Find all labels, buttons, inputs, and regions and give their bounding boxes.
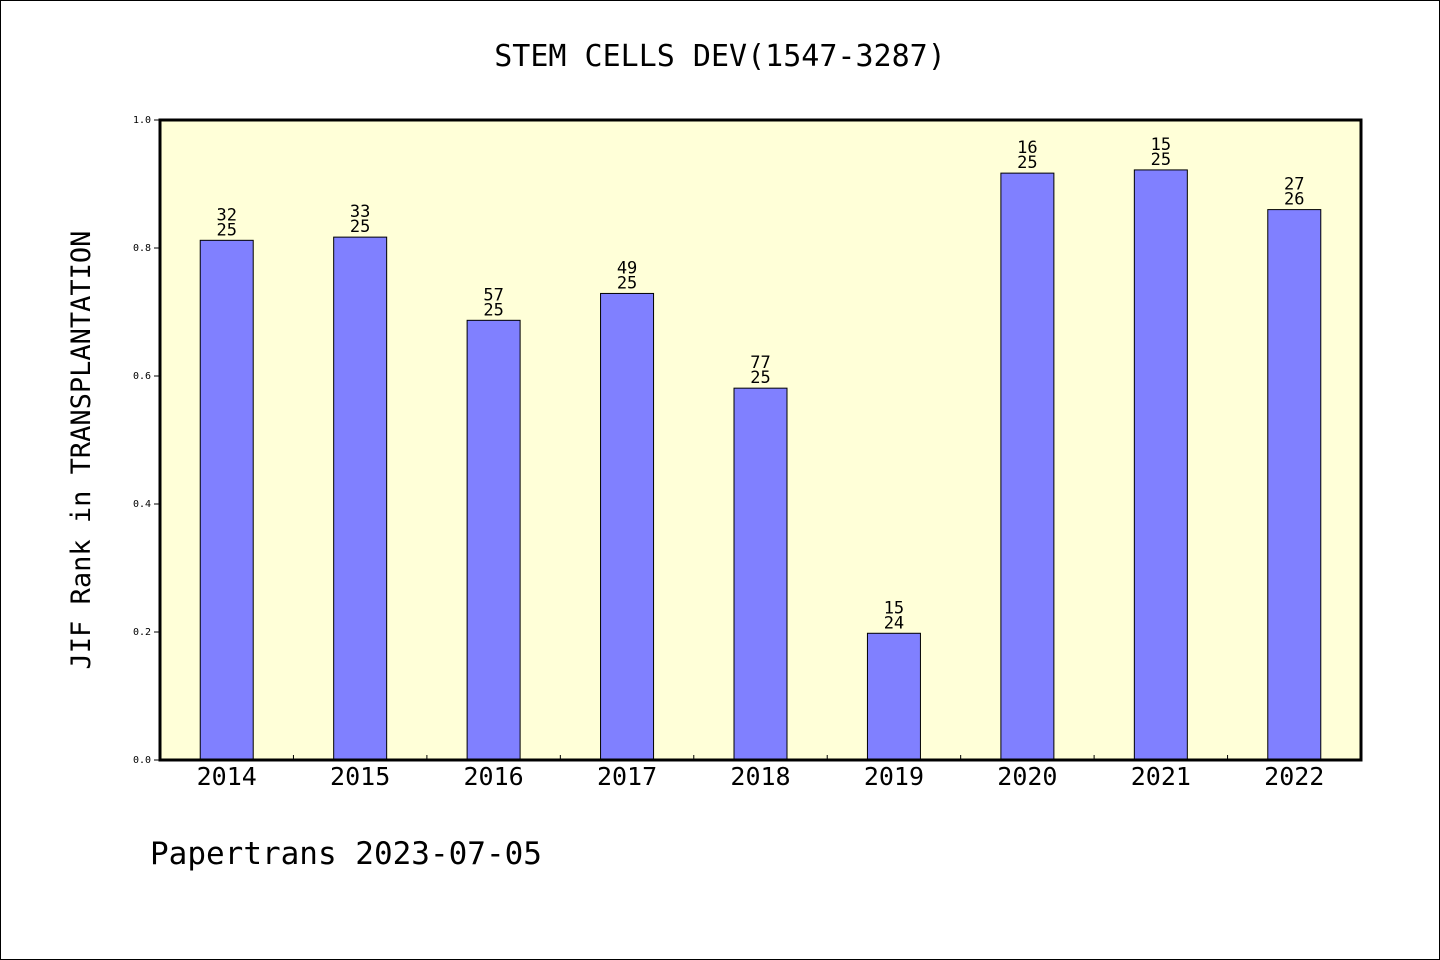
- bar-2018: [733, 387, 788, 761]
- x-tick-label: 2019: [864, 762, 924, 791]
- y-axis-label: JIF Rank in TRANSPLANTATION: [66, 231, 97, 670]
- y-axis-ticks: 0.0 0.2 0.4 0.6 0.8 1.0: [133, 115, 160, 766]
- x-tick-label: 2021: [1131, 762, 1191, 791]
- plot-border: [158, 118, 1363, 762]
- x-tick-label: 2018: [730, 762, 790, 791]
- bar-label-total: 25: [750, 368, 770, 388]
- bar-label-rank: 15: [1151, 135, 1171, 155]
- x-tick-label: 2016: [464, 762, 524, 791]
- x-tick-label: 2020: [997, 762, 1057, 791]
- bar-2016: [466, 319, 521, 761]
- bar-2019: [866, 632, 921, 761]
- y-tick-label: 0.6: [133, 371, 151, 382]
- x-tick-label: 2014: [197, 762, 257, 791]
- bar-2020: [1000, 172, 1055, 761]
- bar-label-rank: 57: [483, 285, 503, 305]
- bar-label-rank: 33: [350, 202, 370, 222]
- bar-2021: [1133, 169, 1188, 761]
- bar-label-total: 25: [617, 273, 637, 293]
- bar-2015: [333, 236, 388, 761]
- bar-label-rank: 32: [216, 205, 236, 225]
- bar-label-total: 25: [1017, 153, 1037, 173]
- x-tick-label: 2017: [597, 762, 657, 791]
- bar-label-total: 24: [884, 613, 904, 633]
- bar-2014: [199, 239, 254, 761]
- bar-2017: [600, 292, 655, 761]
- chart-title: STEM CELLS DEV(1547-3287): [494, 39, 946, 74]
- x-tick-label: 2022: [1264, 762, 1324, 791]
- y-tick-label: 0.4: [133, 499, 151, 510]
- bar-label-total: 25: [350, 217, 370, 237]
- bar-label-rank: 15: [884, 598, 904, 618]
- x-tick-label: 2015: [330, 762, 390, 791]
- bar-label-total: 25: [483, 300, 503, 320]
- bar-label-total: 25: [216, 220, 236, 240]
- bar-label-total: 26: [1284, 190, 1304, 210]
- y-tick-label: 0.8: [133, 243, 151, 254]
- bar-label-rank: 49: [617, 258, 637, 278]
- bar-label-rank: 27: [1284, 175, 1304, 195]
- bar-label-rank: 16: [1017, 138, 1037, 158]
- bar-2022: [1267, 209, 1322, 761]
- bar-label-total: 25: [1151, 150, 1171, 170]
- y-tick-label: 0.2: [133, 627, 151, 638]
- x-axis-ticks: 2014 2015 2016 2017 2018 2019 2020 2021 2022: [197, 755, 1324, 791]
- footer-credit: Papertrans 2023-07-05: [150, 836, 542, 872]
- bar-label-rank: 77: [750, 353, 770, 373]
- y-tick-label: 1.0: [133, 115, 151, 126]
- y-tick-label: 0.0: [133, 755, 151, 766]
